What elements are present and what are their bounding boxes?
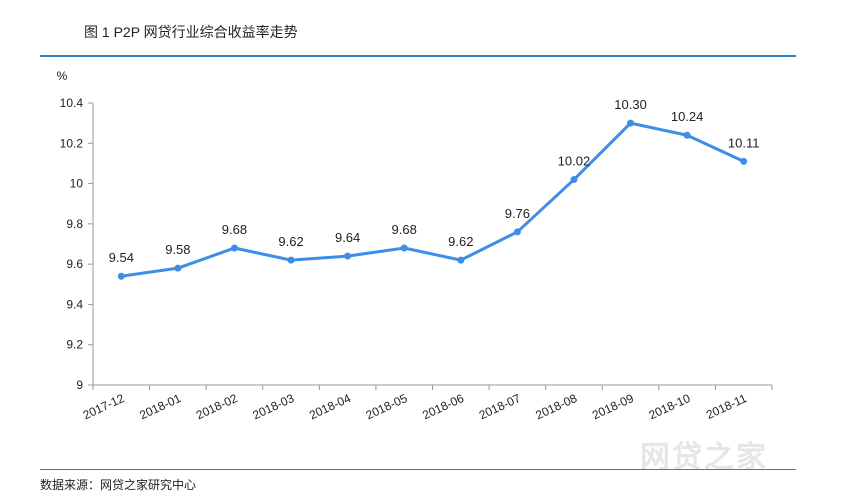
data-label: 10.02: [558, 154, 591, 169]
y-tick-label: 9: [76, 378, 83, 392]
data-point: [683, 131, 691, 139]
data-label: 9.68: [222, 222, 247, 237]
data-label: 9.54: [109, 250, 134, 265]
x-tick-label: 2018-07: [477, 391, 523, 422]
top-rule: [40, 55, 796, 57]
source-note: 数据来源：网贷之家研究中心: [40, 478, 197, 492]
series-line: [119, 121, 746, 278]
x-tick-label: 2018-10: [647, 391, 693, 422]
y-tick-label: 9.6: [66, 257, 83, 271]
data-label: 9.62: [278, 234, 303, 249]
y-tick-label: 10.4: [60, 96, 84, 110]
y-axis-unit: %: [57, 69, 68, 83]
data-point: [740, 157, 748, 165]
data-point: [513, 228, 521, 236]
data-label: 9.64: [335, 230, 360, 245]
data-labels: 9.54 9.58 9.68 9.62 9.64 9.68 9.62 9.76 10.02 10.…: [109, 97, 760, 265]
x-tick-label: 2018-08: [533, 391, 579, 422]
data-label: 10.11: [728, 135, 760, 150]
data-label: 10.30: [614, 97, 647, 112]
watermark-logo: 网贷之家: [640, 441, 768, 474]
data-label: 9.76: [505, 206, 530, 221]
figure-title: 图 1 P2P 网贷行业综合收益率走势: [84, 24, 298, 40]
y-tick-labels: 9 9.2 9.4 9.6 9.8 10 10.2 10.4: [60, 96, 84, 392]
y-tick-label: 9.4: [66, 297, 83, 311]
data-point: [117, 272, 125, 280]
data-point: [400, 244, 408, 252]
data-label: 10.24: [671, 109, 704, 124]
y-tick-label: 10: [70, 177, 84, 191]
data-label: 9.68: [392, 222, 417, 237]
x-tick-label: 2018-11: [704, 391, 749, 422]
x-tick-label: 2018-05: [364, 391, 410, 422]
data-point: [457, 256, 465, 264]
bottom-rule: [40, 469, 796, 470]
data-point: [230, 244, 238, 252]
x-tick-label: 2018-06: [420, 391, 466, 422]
chart-axes: [88, 102, 773, 390]
y-tick-label: 9.2: [66, 338, 83, 352]
x-tick-labels: 2017-12 2018-01 2018-02 2018-03 2018-04 2018-…: [81, 391, 750, 422]
data-point: [570, 176, 578, 184]
x-tick-label: 2017-12: [81, 391, 127, 422]
x-tick-label: 2018-01: [137, 391, 183, 422]
data-label: 9.58: [165, 242, 190, 257]
x-tick-label: 2018-02: [194, 391, 240, 422]
x-tick-label: 2018-03: [250, 391, 296, 422]
x-tick-label: 2018-04: [307, 391, 353, 422]
data-label: 9.62: [448, 234, 473, 249]
series-group: [117, 119, 748, 280]
data-point: [344, 252, 352, 260]
data-point: [287, 256, 295, 264]
y-tick-label: 9.8: [66, 217, 83, 231]
x-tick-label: 2018-09: [590, 391, 636, 422]
data-point: [174, 264, 182, 272]
y-tick-label: 10.2: [60, 136, 84, 150]
data-point: [627, 119, 635, 127]
